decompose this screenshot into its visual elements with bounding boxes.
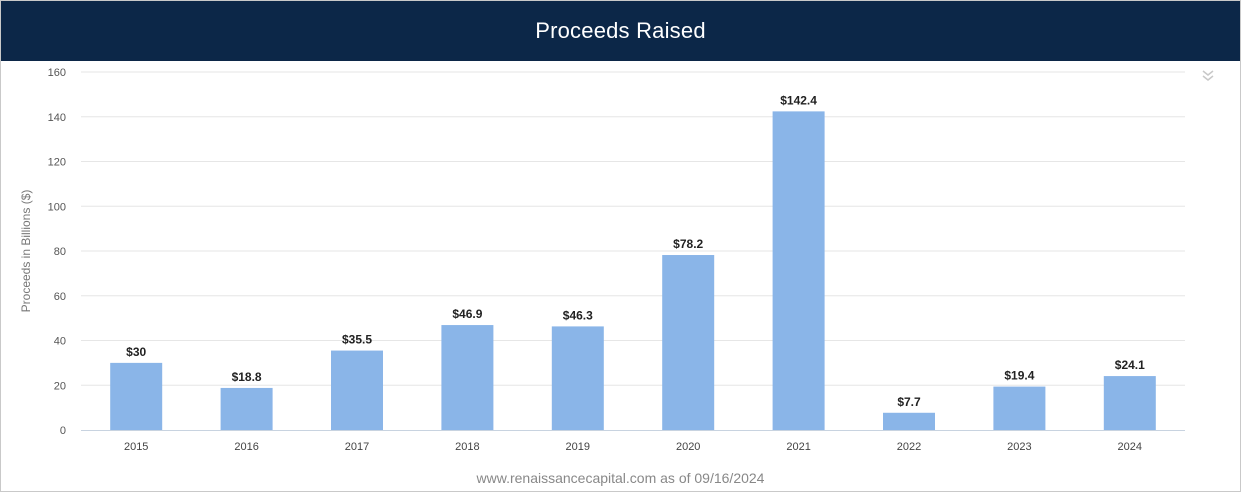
y-axis-title: Proceeds in Billions ($) bbox=[19, 190, 33, 313]
bar bbox=[220, 387, 273, 430]
x-tick-label: 2020 bbox=[676, 441, 700, 453]
bar bbox=[551, 326, 604, 430]
bar bbox=[331, 350, 383, 430]
x-tick-label: 2022 bbox=[897, 441, 921, 453]
y-tick-label: 60 bbox=[54, 291, 66, 303]
bar bbox=[772, 111, 825, 430]
y-tick-label: 120 bbox=[48, 157, 66, 169]
y-tick-label: 0 bbox=[60, 425, 66, 437]
data-label: $35.5 bbox=[342, 333, 372, 347]
data-label: $142.4 bbox=[780, 93, 817, 107]
chart-title: Proceeds Raised bbox=[535, 18, 706, 43]
x-tick-label: 2019 bbox=[566, 441, 590, 453]
bar-chart: 0 20 40 60 80 100 120 140 160 Proceeds in Billion… bbox=[19, 67, 1185, 453]
data-label: $46.9 bbox=[452, 307, 482, 321]
data-label: $24.1 bbox=[1115, 358, 1145, 372]
chevron-glyph bbox=[1202, 70, 1214, 81]
bar bbox=[993, 386, 1046, 430]
bar bbox=[1103, 376, 1156, 430]
x-tick-label: 2015 bbox=[124, 441, 148, 453]
data-label: $30 bbox=[126, 345, 146, 359]
data-label: $7.7 bbox=[897, 395, 921, 409]
bar bbox=[662, 255, 715, 430]
data-label: $78.2 bbox=[673, 237, 703, 251]
x-tick-label: 2016 bbox=[234, 441, 258, 453]
x-tick-label: 2024 bbox=[1118, 441, 1142, 453]
x-tick-label: 2017 bbox=[345, 441, 369, 453]
x-tick-label: 2021 bbox=[786, 441, 810, 453]
chart-header: Proceeds Raised bbox=[1, 1, 1240, 61]
bar bbox=[110, 362, 163, 430]
y-tick-label: 140 bbox=[48, 112, 66, 124]
data-label: $18.8 bbox=[232, 370, 262, 384]
y-tick-label: 80 bbox=[54, 246, 66, 258]
source-credit: www.renaissancecapital.com as of 09/16/2… bbox=[476, 470, 765, 486]
y-tick-label: 160 bbox=[48, 67, 66, 79]
x-tick-label: 2018 bbox=[455, 441, 479, 453]
y-tick-label: 20 bbox=[54, 380, 66, 392]
bar bbox=[883, 412, 935, 430]
double-chevron-down-icon[interactable] bbox=[1199, 67, 1217, 85]
x-tick-label: 2023 bbox=[1007, 441, 1031, 453]
bar bbox=[441, 325, 494, 430]
y-tick-label: 40 bbox=[54, 336, 66, 348]
data-label: $46.3 bbox=[563, 308, 593, 322]
data-label: $19.4 bbox=[1004, 369, 1034, 383]
y-tick-label: 100 bbox=[48, 201, 66, 213]
